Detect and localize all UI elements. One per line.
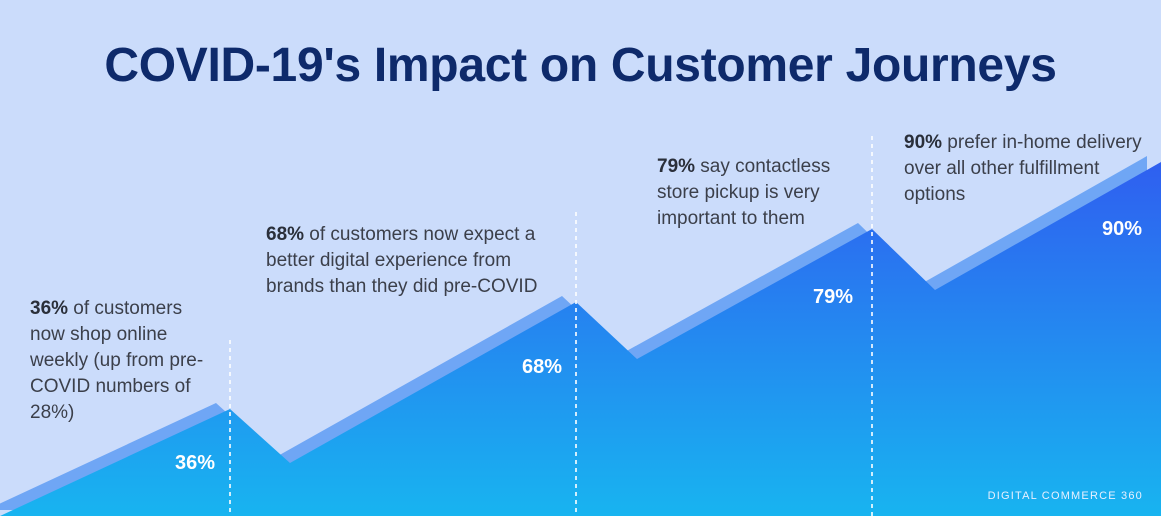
brand-watermark: DIGITAL COMMERCE 360 (987, 490, 1143, 502)
data-label-79: 79% (813, 286, 854, 308)
annotation-36-text: of customers now shop online weekly (up … (30, 298, 204, 423)
data-label-68: 68% (522, 356, 563, 378)
annotation-79: 79% say contactless store pickup is very… (657, 154, 857, 232)
annotation-90: 90% prefer in-home delivery over all oth… (904, 130, 1144, 208)
data-label-36: 36% (175, 452, 216, 474)
annotation-68-value: 68% (266, 224, 305, 245)
annotation-79-value: 79% (657, 156, 696, 177)
annotation-68: 68% of customers now expect a better dig… (266, 222, 566, 300)
annotation-90-text: prefer in-home delivery over all other f… (904, 132, 1142, 205)
area-series (0, 162, 1161, 516)
annotation-79-text: say contactless store pickup is very imp… (657, 156, 831, 229)
annotation-36-value: 36% (30, 298, 69, 319)
annotation-90-value: 90% (904, 132, 943, 153)
page-title: COVID-19's Impact on Customer Journeys (104, 39, 1057, 92)
data-label-90: 90% (1102, 218, 1143, 240)
annotation-36: 36% of customers now shop online weekly … (30, 296, 220, 426)
annotation-68-text: of customers now expect a better digital… (266, 224, 538, 297)
